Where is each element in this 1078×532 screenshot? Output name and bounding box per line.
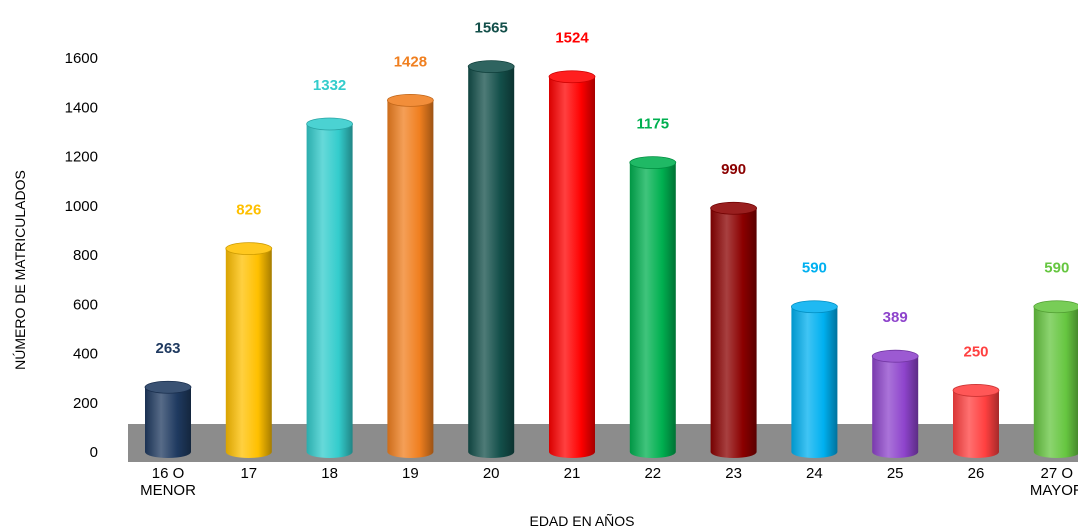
x-tick-label: 18 — [321, 465, 338, 482]
bar-top — [791, 300, 838, 314]
data-label: 590 — [802, 260, 827, 277]
bar — [467, 60, 515, 459]
y-tick-label: 1400 — [65, 99, 98, 116]
x-axis-title: EDAD EN AÑOS — [529, 513, 634, 529]
x-tick-label: 22 — [644, 465, 661, 482]
bar — [306, 117, 354, 459]
data-label: 1175 — [637, 116, 670, 133]
bar — [952, 384, 1000, 458]
bar-body — [306, 123, 353, 459]
data-label: 1428 — [394, 53, 427, 70]
bar-top — [710, 201, 757, 215]
bar-body — [387, 100, 434, 458]
y-tick-label: 400 — [73, 346, 98, 363]
bar-body — [953, 390, 999, 458]
bar — [386, 93, 434, 458]
y-tick-label: 1600 — [65, 50, 98, 67]
bar — [791, 300, 838, 458]
data-label: 1332 — [313, 77, 346, 94]
bar-top — [871, 349, 919, 363]
bar-top — [386, 93, 434, 107]
data-label: 1524 — [555, 30, 589, 47]
y-tick-label: 0 — [90, 444, 98, 461]
bar-top — [548, 70, 596, 84]
bar — [548, 70, 596, 458]
x-tick-label: 26 — [968, 465, 985, 482]
x-tick-label: 24 — [806, 465, 823, 482]
bar — [629, 156, 677, 458]
bar-body — [1033, 306, 1078, 458]
y-tick-label: 800 — [73, 247, 98, 264]
bar-body — [225, 248, 272, 458]
y-tick-label: 200 — [73, 395, 98, 412]
y-axis-title: NÚMERO DE MATRICULADOS — [12, 170, 28, 370]
bar-top — [467, 60, 515, 74]
y-tick-label: 1000 — [65, 198, 98, 215]
bar-body — [791, 306, 838, 458]
bar-body — [710, 208, 757, 458]
data-label: 263 — [155, 340, 180, 357]
bar-body — [872, 356, 919, 458]
y-tick-label: 1200 — [65, 149, 98, 166]
x-tick-label: 25 — [887, 465, 904, 482]
bar-top — [1033, 300, 1078, 314]
bar — [871, 349, 919, 458]
x-tick-label: 17 — [240, 465, 257, 482]
bar-top — [306, 117, 354, 131]
bar — [1033, 300, 1078, 458]
bar-top — [952, 384, 1000, 397]
chart-floor — [128, 424, 1078, 462]
data-label: 250 — [963, 343, 988, 360]
y-tick-label: 600 — [73, 296, 98, 313]
x-tick-label: 16 O MENOR — [140, 465, 196, 499]
data-label: 1565 — [475, 20, 508, 37]
bar-top — [144, 380, 192, 394]
x-tick-label: 27 OMAYOR — [1030, 465, 1078, 499]
data-label: 826 — [236, 202, 261, 219]
x-tick-label: 21 — [564, 465, 581, 482]
bar-top — [225, 242, 273, 255]
bar-top — [629, 156, 677, 170]
bar — [710, 201, 757, 458]
x-tick-label: 19 — [402, 465, 419, 482]
data-label: 389 — [883, 309, 908, 326]
bar — [225, 242, 273, 458]
bar — [144, 380, 192, 458]
bar-body — [549, 76, 595, 458]
bars — [144, 60, 1078, 459]
bar-body — [145, 387, 191, 458]
y-axis: 0 200 400 600 800 1000 1200 1400 1600 — [65, 50, 98, 461]
bar-body — [468, 66, 515, 459]
data-labels: 263 826 1332 1428 1565 1524 1175 990 590 389 250 59… — [155, 20, 1069, 361]
x-tick-label: 23 — [725, 465, 742, 482]
data-label: 990 — [721, 161, 746, 178]
bar-body — [629, 162, 676, 458]
data-label: 590 — [1044, 260, 1069, 277]
x-tick-label: 20 — [483, 465, 500, 482]
